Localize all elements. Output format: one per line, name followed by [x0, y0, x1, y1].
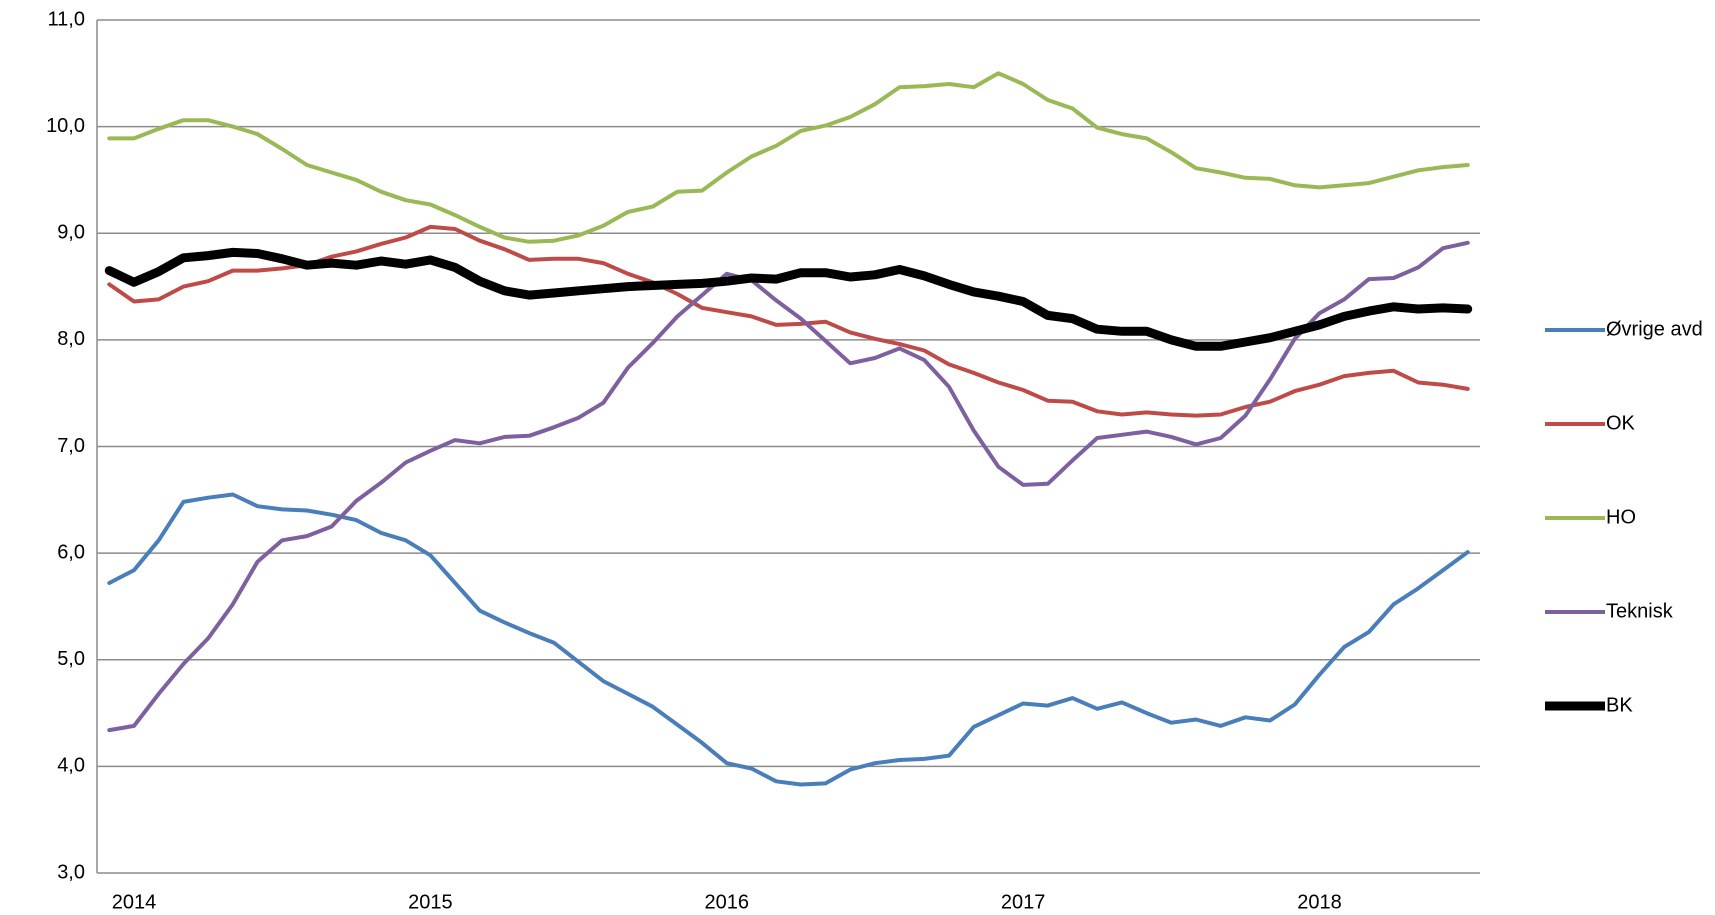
y-tick-label: 11,0 [48, 8, 85, 30]
series-line [107, 492, 1470, 787]
y-tick-label: 9,0 [57, 222, 85, 244]
y-tick-label: 3,0 [57, 861, 85, 883]
y-tick-label: 8,0 [57, 328, 85, 350]
series-line [107, 240, 1470, 733]
legend-label: HO [1606, 506, 1636, 528]
x-tick-label: 2016 [705, 891, 750, 913]
y-tick-label: 10,0 [46, 115, 85, 137]
x-tick-label: 2014 [112, 891, 157, 913]
legend-label: Øvrige avd [1606, 318, 1703, 340]
x-tick-label: 2015 [408, 891, 453, 913]
y-tick-label: 5,0 [57, 648, 85, 670]
legend-label: Teknisk [1606, 600, 1674, 622]
y-tick-label: 7,0 [57, 435, 85, 457]
x-tick-label: 2017 [1001, 891, 1046, 913]
y-tick-label: 4,0 [57, 755, 85, 777]
legend-label: OK [1606, 412, 1636, 434]
series-line [104, 247, 1473, 351]
x-tick-label: 2018 [1297, 891, 1342, 913]
series-line [107, 71, 1470, 244]
y-tick-label: 6,0 [57, 541, 85, 563]
series-line [107, 224, 1470, 418]
legend-label: BK [1606, 694, 1633, 716]
